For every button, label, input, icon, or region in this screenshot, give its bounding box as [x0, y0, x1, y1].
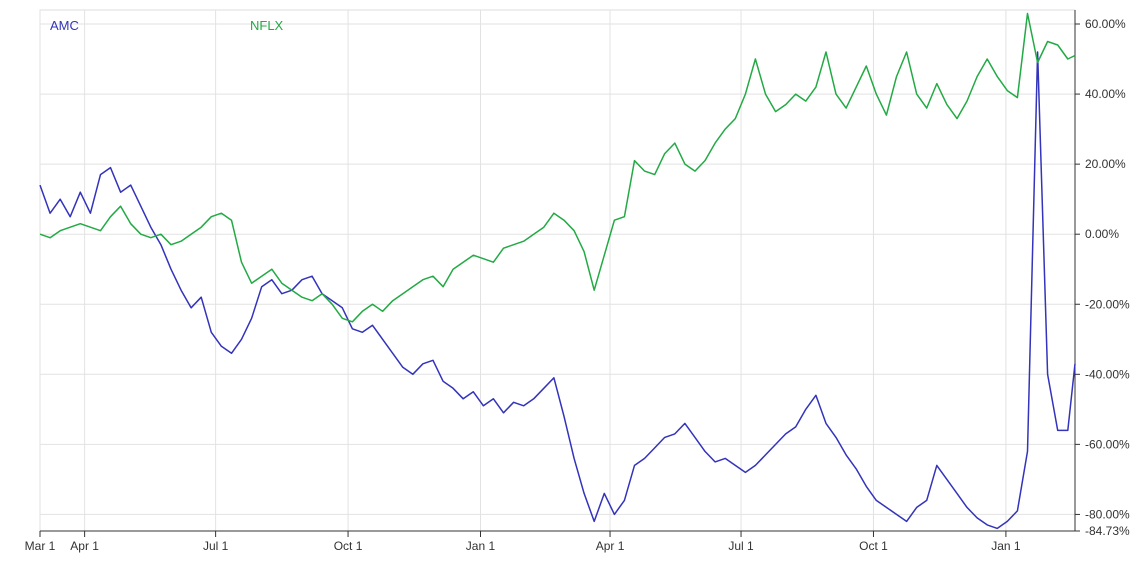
y-tick-label: 20.00%: [1085, 157, 1126, 171]
x-tick-label: Jul 1: [728, 539, 754, 553]
x-tick-label: Apr 1: [70, 539, 99, 553]
y-tick-label: -20.00%: [1085, 297, 1130, 311]
y-tick-label: -40.00%: [1085, 367, 1130, 381]
y-tick-label: 60.00%: [1085, 17, 1126, 31]
x-tick-label: Oct 1: [334, 539, 363, 553]
y-tick-label: -80.00%: [1085, 507, 1130, 521]
x-tick-label: Apr 1: [596, 539, 625, 553]
x-tick-label: Jul 1: [203, 539, 229, 553]
series-line-amc: [39, 51, 1076, 530]
series-layer: [39, 12, 1076, 530]
legend: AMC NFLX: [50, 18, 284, 33]
x-tick-label: Jan 1: [991, 539, 1021, 553]
x-tick-label: Jan 1: [466, 539, 496, 553]
y-tick-label: -60.00%: [1085, 437, 1130, 451]
x-tick-label: Mar 1: [25, 539, 56, 553]
legend-label-nflx: NFLX: [250, 18, 284, 33]
plot-frame: [39, 9, 1076, 532]
y-tick-label: 40.00%: [1085, 87, 1126, 101]
y-tick-label: 0.00%: [1085, 227, 1119, 241]
x-axis-tick-labels: Mar 1 Apr 1 Jul 1 Oct 1 Jan 1 Apr 1 Jul 1 Oct 1…: [25, 539, 1021, 553]
grid-lines: [39, 9, 1076, 532]
x-tick-label: Oct 1: [859, 539, 888, 553]
legend-label-amc: AMC: [50, 18, 79, 33]
axes: [39, 10, 1080, 537]
series-line-nflx: [39, 12, 1076, 323]
y-tick-label: -84.73%: [1085, 524, 1130, 538]
y-axis-tick-labels: 60.00% 40.00% 20.00% 0.00% -20.00% -40.00% -60…: [1085, 17, 1130, 538]
